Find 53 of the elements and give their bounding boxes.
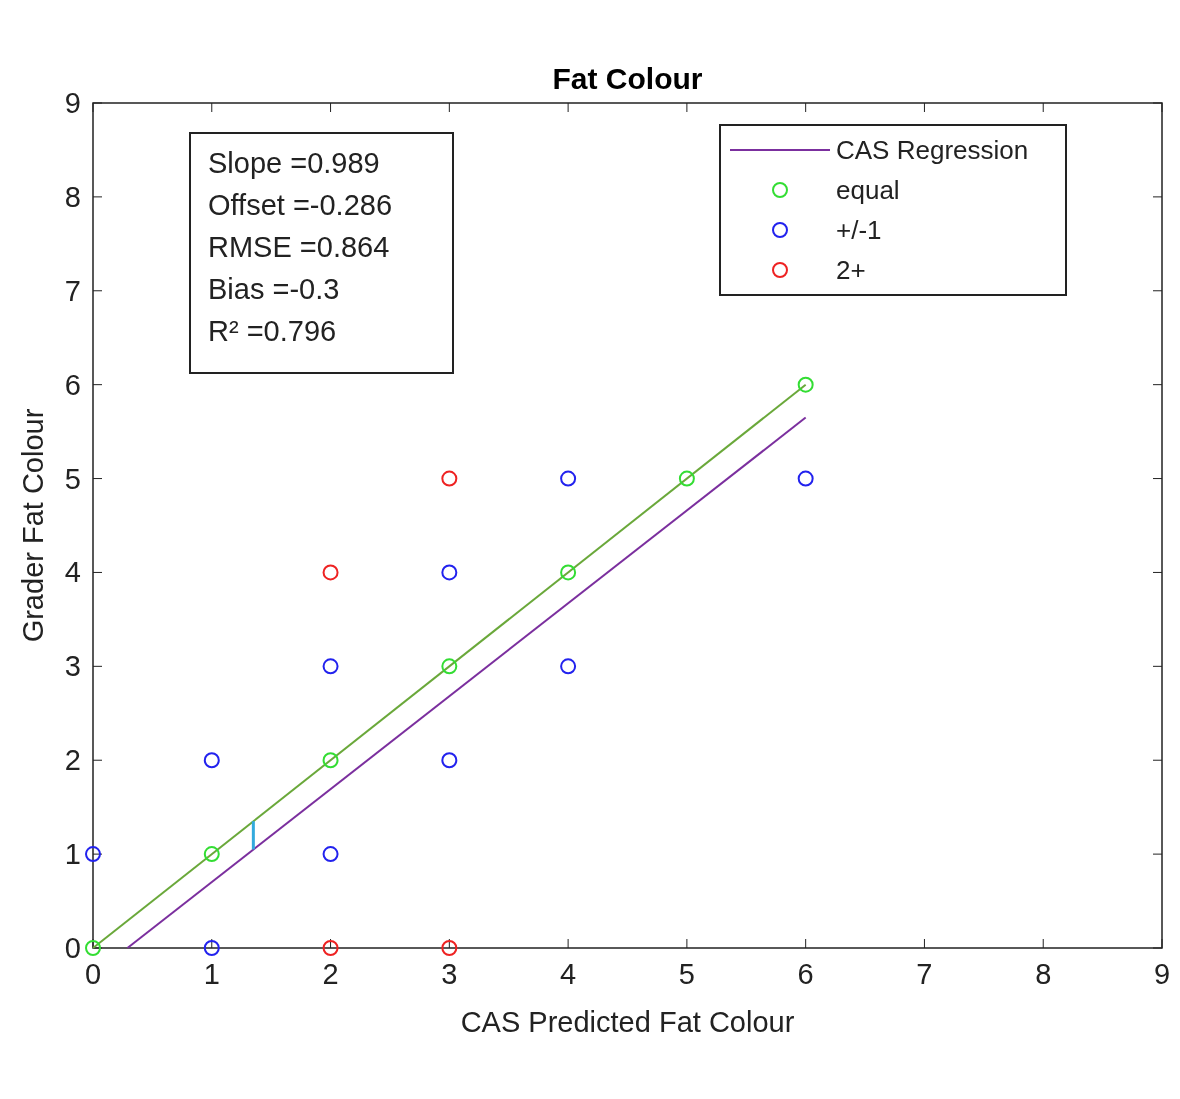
point bbox=[322, 846, 339, 863]
point bbox=[85, 940, 101, 956]
x-tick-label: 6 bbox=[797, 958, 814, 990]
point bbox=[560, 470, 577, 487]
y-tick-label: 5 bbox=[64, 462, 81, 495]
x-tick-label: 0 bbox=[84, 958, 102, 990]
x-tick-label: 3 bbox=[441, 958, 458, 990]
x-tick-label: 1 bbox=[203, 958, 220, 990]
chart-title: Fat Colour bbox=[552, 62, 703, 95]
point bbox=[441, 658, 458, 675]
y-axis-title: Grader Fat Colour bbox=[17, 408, 49, 643]
legend-label: equal bbox=[836, 175, 900, 205]
point bbox=[560, 564, 577, 581]
annotation: Offset =-0.286 bbox=[208, 189, 393, 221]
y-tick-label: 7 bbox=[64, 274, 81, 307]
point bbox=[797, 376, 814, 393]
y-tick-label: 9 bbox=[64, 87, 81, 119]
point bbox=[203, 846, 220, 863]
x-tick-label: 5 bbox=[678, 958, 695, 990]
point bbox=[322, 940, 339, 956]
x-axis-title: CAS Predicted Fat Colour bbox=[460, 1006, 795, 1038]
y-tick-label: 1 bbox=[64, 838, 81, 871]
x-tick-label: 7 bbox=[916, 958, 933, 990]
point bbox=[441, 752, 458, 769]
point bbox=[203, 752, 220, 769]
point bbox=[441, 940, 458, 956]
legend-label: 2+ bbox=[836, 255, 866, 285]
y-tick-label: 8 bbox=[64, 180, 81, 213]
x-tick-label: 4 bbox=[560, 958, 577, 990]
y-tick-label: 2 bbox=[64, 744, 81, 777]
point bbox=[441, 564, 458, 581]
point bbox=[678, 470, 695, 487]
annotation: Slope =0.989 bbox=[208, 147, 380, 179]
y-tick-label: 4 bbox=[64, 556, 81, 589]
point bbox=[560, 658, 577, 675]
point bbox=[322, 564, 339, 581]
point bbox=[322, 658, 339, 675]
y-tick-label: 3 bbox=[64, 650, 81, 683]
point bbox=[441, 470, 458, 487]
legend-label: +/-1 bbox=[836, 215, 882, 245]
x-tick-label: 2 bbox=[322, 958, 339, 990]
point bbox=[322, 752, 339, 769]
point bbox=[203, 940, 220, 956]
x-tick-label: 8 bbox=[1035, 958, 1052, 990]
annotation: R² =0.796 bbox=[208, 315, 337, 347]
legend-label: CAS Regression bbox=[836, 135, 1029, 165]
x-tick-label: 9 bbox=[1153, 958, 1171, 990]
y-tick-label: 0 bbox=[64, 932, 81, 964]
y-tick-label: 6 bbox=[64, 368, 81, 401]
annotation: Bias =-0.3 bbox=[208, 273, 340, 305]
point bbox=[85, 846, 101, 863]
annotation: RMSE =0.864 bbox=[208, 231, 390, 263]
point bbox=[797, 470, 814, 487]
